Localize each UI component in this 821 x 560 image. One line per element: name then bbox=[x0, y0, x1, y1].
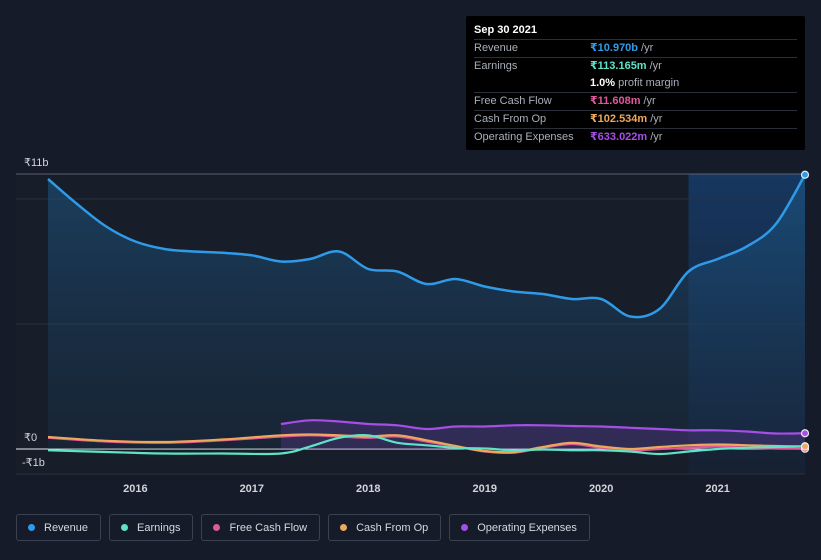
financials-chart: ₹11b ₹0 -₹1b 2016 2017 2018 2019 2020 2021 bbox=[16, 157, 810, 495]
legend-dot-icon bbox=[121, 524, 129, 531]
series-line-cash-from-op bbox=[47, 433, 806, 454]
tooltip-value: 1.0% bbox=[590, 77, 616, 89]
legend-item-free-cash-flow[interactable]: Free Cash Flow bbox=[201, 514, 321, 541]
series-line-revenue bbox=[47, 174, 807, 319]
series-area-revenue bbox=[48, 174, 805, 450]
tooltip-value: ₹11.608m bbox=[590, 95, 641, 107]
tooltip-value: ₹633.022m bbox=[590, 131, 648, 143]
x-tick-label: 2016 bbox=[123, 483, 147, 495]
legend-dot-icon bbox=[461, 524, 469, 531]
tooltip-row: 1.0% profit margin bbox=[474, 75, 797, 92]
tooltip-label: Cash From Op bbox=[474, 113, 547, 125]
tooltip-unit: /yr bbox=[643, 95, 656, 107]
tooltip-label bbox=[474, 75, 590, 92]
end-marker-revenue bbox=[800, 170, 810, 179]
tooltip-value: ₹102.534m bbox=[590, 113, 648, 125]
tooltip-unit: /yr bbox=[641, 42, 654, 54]
tooltip-date: Sep 30 2021 bbox=[474, 24, 537, 36]
legend-dot-icon bbox=[28, 524, 35, 531]
tooltip-row: Operating Expenses ₹633.022m/yr bbox=[474, 128, 797, 146]
tooltip-label: Operating Expenses bbox=[474, 131, 574, 143]
x-tick-label: 2019 bbox=[472, 483, 496, 495]
legend-label: Earnings bbox=[137, 521, 181, 534]
end-marker-cash-from-op bbox=[800, 442, 810, 451]
legend: Revenue Earnings Free Cash Flow Cash From O… bbox=[16, 514, 590, 541]
tooltip-row: Earnings ₹113.165m/yr bbox=[474, 57, 797, 75]
x-tick-label: 2018 bbox=[356, 483, 380, 495]
x-tick-label: 2020 bbox=[589, 483, 613, 495]
y-axis-label: ₹11b bbox=[24, 157, 49, 169]
tooltip-unit: /yr bbox=[650, 113, 663, 125]
y-axis-label: ₹0 bbox=[24, 432, 37, 444]
legend-label: Cash From Op bbox=[356, 521, 429, 534]
tooltip-label: Free Cash Flow bbox=[474, 95, 552, 107]
legend-label: Free Cash Flow bbox=[229, 521, 308, 534]
x-tick-label: 2017 bbox=[240, 483, 264, 495]
legend-item-revenue[interactable]: Revenue bbox=[16, 514, 102, 541]
series-line-operating-expenses bbox=[280, 419, 806, 435]
legend-dot-icon bbox=[213, 524, 221, 531]
end-marker-operating-expenses bbox=[800, 429, 810, 438]
legend-label: Revenue bbox=[44, 521, 89, 534]
y-axis-label: -₹1b bbox=[22, 457, 45, 469]
legend-dot-icon bbox=[340, 524, 348, 531]
tooltip-row: Revenue ₹10.970b/yr bbox=[474, 39, 797, 57]
tooltip-row: Free Cash Flow ₹11.608m/yr bbox=[474, 92, 797, 110]
tooltip-row: Cash From Op ₹102.534m/yr bbox=[474, 110, 797, 128]
tooltip-value: ₹113.165m bbox=[590, 60, 647, 72]
x-tick-label: 2021 bbox=[705, 483, 729, 495]
tooltip-unit: /yr bbox=[650, 131, 663, 143]
tooltip-panel: Sep 30 2021 Revenue ₹10.970b/yr Earnings ₹1… bbox=[466, 16, 805, 150]
tooltip-value: ₹10.970b bbox=[590, 42, 639, 54]
legend-item-earnings[interactable]: Earnings bbox=[109, 514, 194, 541]
legend-item-cash-from-op[interactable]: Cash From Op bbox=[328, 514, 442, 541]
tooltip-label: Revenue bbox=[474, 42, 519, 54]
tooltip-unit: profit margin bbox=[618, 77, 680, 89]
series-line-earnings bbox=[47, 433, 806, 456]
legend-item-operating-expenses[interactable]: Operating Expenses bbox=[449, 514, 590, 541]
legend-label: Operating Expenses bbox=[477, 521, 577, 534]
tooltip-unit: /yr bbox=[649, 60, 662, 72]
tooltip-label: Earnings bbox=[474, 60, 518, 72]
